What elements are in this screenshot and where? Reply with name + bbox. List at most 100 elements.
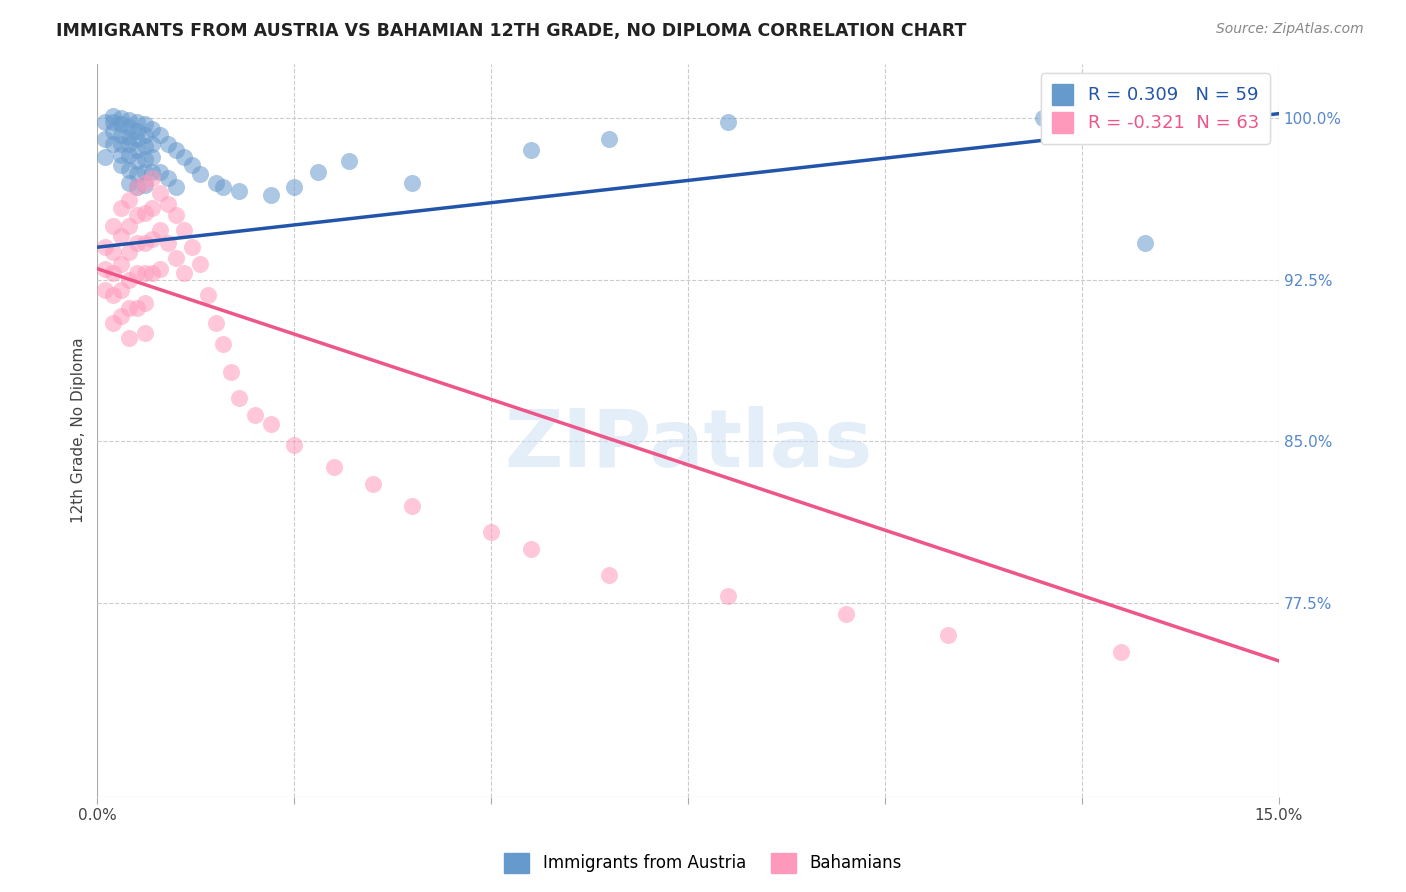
Point (180, 158, 202, 172)
Point (118, 130, 141, 145)
Point (110, 283, 132, 297)
Point (141, 266, 163, 280)
Point (118, 331, 141, 345)
Point (125, 208, 148, 222)
Point (180, 240, 202, 254)
Point (283, 180, 305, 194)
Point (141, 136, 163, 151)
Point (118, 136, 141, 151)
Point (716, 115, 738, 129)
Point (307, 165, 329, 179)
Point (110, 309, 132, 323)
Point (401, 176, 423, 190)
Point (519, 143, 541, 157)
Point (110, 147, 132, 161)
Point (125, 143, 148, 157)
Point (141, 165, 163, 179)
Point (519, 541, 541, 556)
Point (173, 150, 195, 164)
Point (101, 266, 124, 280)
Point (322, 460, 344, 475)
Point (134, 165, 156, 179)
Point (134, 326, 156, 341)
Point (339, 154, 361, 169)
Point (228, 184, 250, 198)
Point (149, 261, 172, 276)
Point (165, 180, 187, 194)
Point (283, 438, 305, 452)
Point (134, 266, 156, 280)
Point (1111, 645, 1133, 659)
Point (118, 219, 141, 233)
Point (94, 115, 117, 129)
Point (141, 202, 163, 216)
Point (1133, 235, 1156, 250)
Point (219, 365, 242, 379)
Point (361, 477, 384, 491)
Point (173, 266, 195, 280)
Point (212, 180, 235, 194)
Text: ZIPatlas: ZIPatlas (503, 406, 872, 484)
Point (259, 417, 281, 431)
Point (134, 117, 156, 131)
Point (101, 316, 124, 330)
Point (157, 235, 180, 250)
Point (125, 115, 148, 129)
Point (101, 244, 124, 259)
Point (165, 143, 187, 157)
Point (125, 167, 148, 181)
Point (118, 272, 141, 286)
Point (157, 171, 180, 186)
Point (141, 171, 163, 186)
Point (118, 244, 141, 259)
Point (188, 257, 211, 271)
Point (110, 158, 132, 172)
Point (479, 524, 502, 539)
Point (118, 147, 141, 161)
Point (125, 301, 148, 315)
Point (125, 235, 148, 250)
Text: IMMIGRANTS FROM AUSTRIA VS BAHAMIAN 12TH GRADE, NO DIPLOMA CORRELATION CHART: IMMIGRANTS FROM AUSTRIA VS BAHAMIAN 12TH… (56, 22, 966, 40)
Point (118, 301, 141, 315)
Point (243, 409, 266, 423)
Point (110, 229, 132, 244)
Point (204, 316, 226, 330)
Point (94, 283, 117, 297)
Point (134, 139, 156, 153)
Point (125, 154, 148, 169)
Point (259, 188, 281, 202)
Point (141, 150, 163, 164)
Point (101, 124, 124, 138)
Point (204, 176, 226, 190)
Point (110, 136, 132, 151)
Point (598, 132, 620, 146)
Point (134, 128, 156, 143)
Point (118, 176, 141, 190)
Point (110, 128, 132, 143)
Point (94, 132, 117, 146)
Point (118, 120, 141, 134)
Point (157, 136, 180, 151)
Point (197, 287, 219, 301)
Y-axis label: 12th Grade, No Diploma: 12th Grade, No Diploma (72, 337, 86, 524)
Point (1032, 111, 1054, 125)
Point (125, 266, 148, 280)
Point (149, 223, 172, 237)
Point (94, 150, 117, 164)
Point (141, 231, 163, 245)
Legend: Immigrants from Austria, Bahamians: Immigrants from Austria, Bahamians (498, 847, 908, 880)
Point (134, 235, 156, 250)
Point (716, 589, 738, 603)
Point (149, 165, 172, 179)
Point (101, 219, 124, 233)
Point (212, 337, 235, 351)
Point (101, 115, 124, 129)
Point (125, 180, 148, 194)
Point (101, 287, 124, 301)
Point (134, 178, 156, 192)
Text: Source: ZipAtlas.com: Source: ZipAtlas.com (1216, 22, 1364, 37)
Point (118, 162, 141, 177)
Point (134, 205, 156, 219)
Point (149, 186, 172, 201)
Point (141, 121, 163, 136)
